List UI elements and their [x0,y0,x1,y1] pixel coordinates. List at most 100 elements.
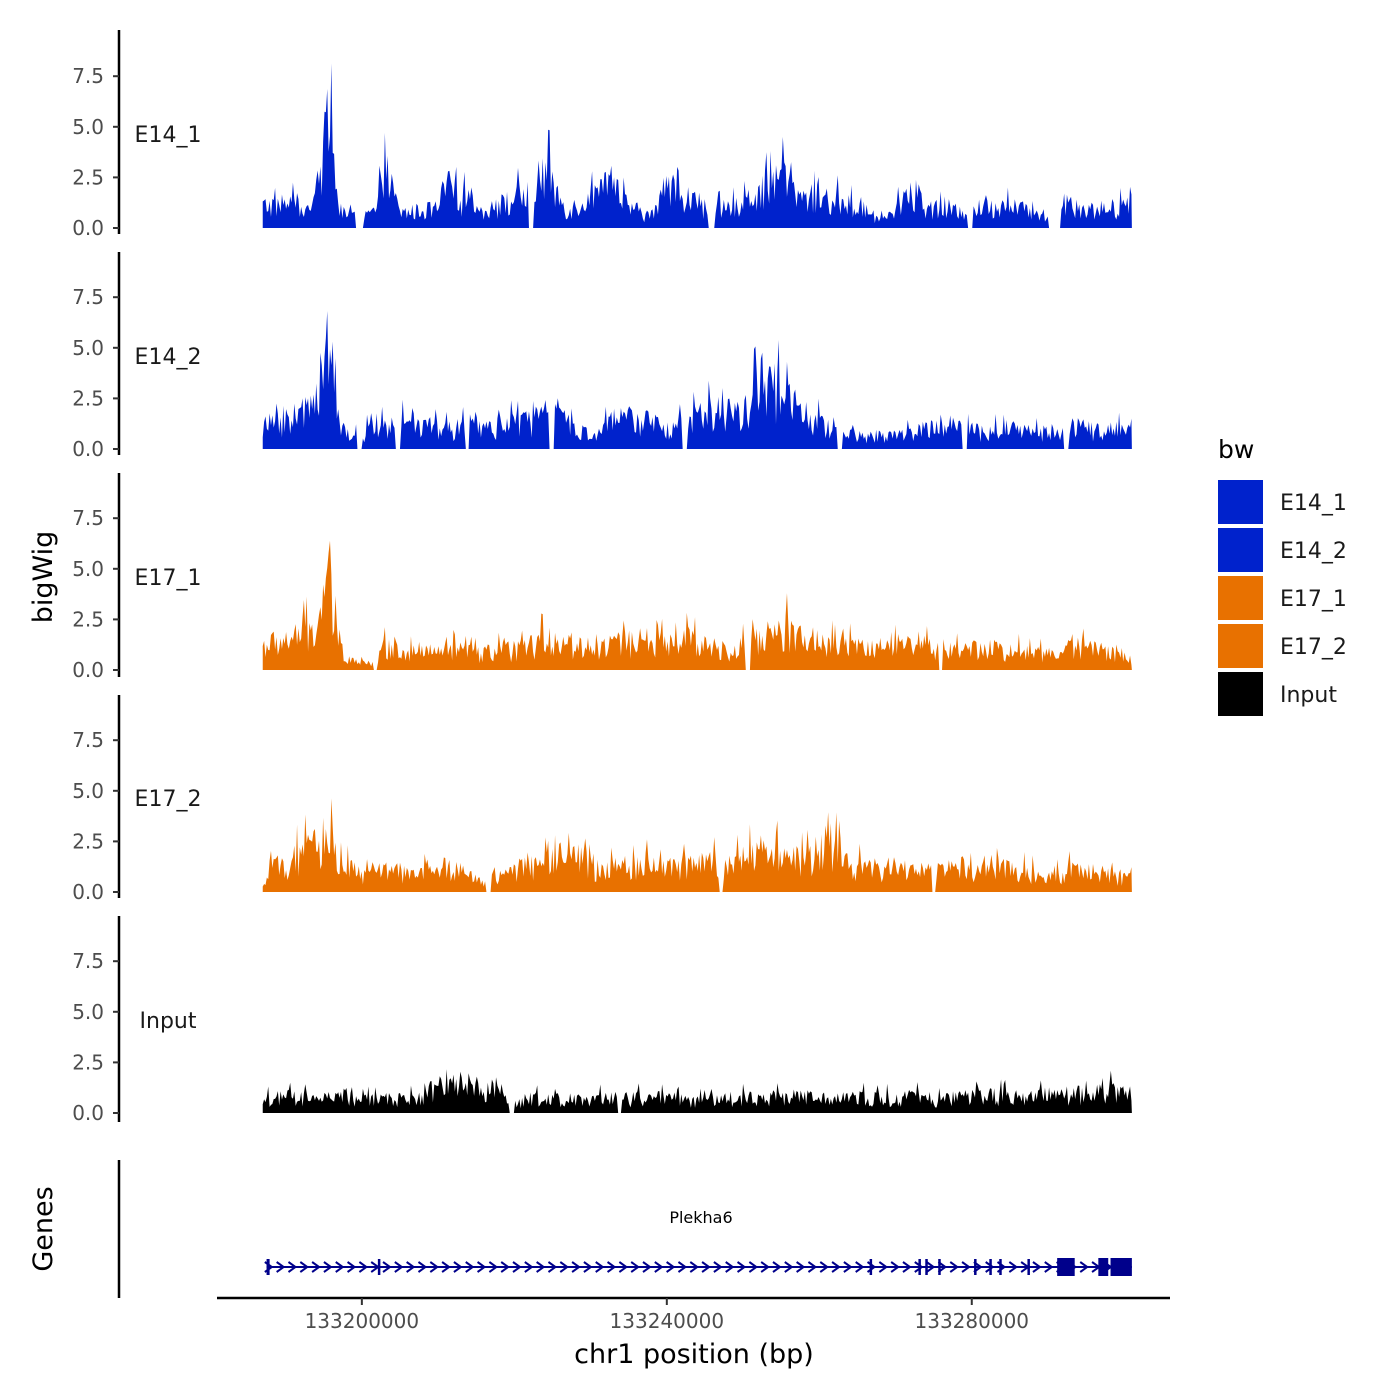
panel-e17-1: 0.0 2.5 5.0 7.5 E17_1 [72,473,1132,682]
strip-label-e14-1: E14_1 [135,123,202,148]
strand-arrow [642,1261,652,1273]
strand-arrow [536,1261,546,1273]
legend-label-e14-1: E14_1 [1280,491,1347,516]
strand-arrow [547,1261,558,1273]
legend-label-e17-1: E17_1 [1280,587,1347,612]
strand-arrow [524,1261,534,1273]
gene-exon [1057,1258,1075,1276]
strand-arrow [358,1261,369,1273]
y-tick-label: 7.5 [72,728,104,752]
strand-arrow [949,1261,959,1273]
legend-key-e17-2 [1218,624,1263,668]
y-tick-label: 7.5 [72,506,104,530]
panel-e14-1: 0.0 2.5 5.0 7.5 E14_1 [72,30,1132,240]
strand-arrow [595,1261,605,1273]
y-tick-label: 7.5 [72,64,104,88]
y-tick-label: 2.5 [72,386,104,410]
strand-arrow [417,1261,428,1273]
strand-arrow [583,1261,593,1273]
y-tick-label: 0.0 [72,880,104,904]
x-axis-title: chr1 position (bp) [574,1339,814,1370]
signal-area-input [262,1069,1132,1113]
gene-exon [925,1259,928,1275]
strand-arrow [914,1261,924,1273]
strip-label-e14-2: E14_2 [135,345,202,370]
x-tick-label: 133280000 [915,1309,1030,1333]
strand-arrow [512,1261,522,1273]
x-tick-label: 133200000 [305,1309,420,1333]
panel-e14-2: 0.0 2.5 5.0 7.5 E14_2 [72,252,1132,461]
strand-arrow [630,1261,640,1273]
gene-exon [974,1259,977,1275]
legend-key-e17-1 [1218,576,1263,620]
y-tick-label: 0.0 [72,216,104,240]
y-tick-label: 2.5 [72,607,104,631]
y-tick-label: 0.0 [72,437,104,461]
strand-arrow [937,1261,948,1273]
y-tick-label: 5.0 [72,557,104,581]
strand-arrow [276,1261,286,1273]
strand-arrow [465,1261,475,1273]
strand-arrow [701,1261,711,1273]
strand-arrow [287,1261,298,1273]
strand-arrow [311,1261,321,1273]
gene-exon [266,1259,270,1275]
signal-area-e17-2 [262,798,1132,892]
strand-arrow [855,1261,865,1273]
strand-arrow [1044,1261,1054,1273]
strand-arrow [748,1261,759,1273]
strand-arrow [725,1261,735,1273]
strand-arrow [453,1261,463,1273]
strand-arrow [299,1261,310,1273]
y-axis-title: bigWig [28,531,59,624]
gene-track: Genes Plekha6 [28,1160,1132,1298]
y-tick-label: 5.0 [72,779,104,803]
strand-arrow [618,1261,629,1273]
y-tick-label: 5.0 [72,336,104,360]
strand-arrow [559,1261,569,1273]
strand-arrow [890,1261,900,1273]
strip-label-input: Input [140,1009,197,1034]
strand-arrow [807,1261,818,1273]
strand-arrow [772,1261,782,1273]
strand-arrow [878,1261,889,1273]
strand-arrow [406,1261,416,1273]
strip-label-e17-1: E17_1 [135,566,202,591]
strand-arrow [831,1261,841,1273]
signal-area-e17-1 [262,540,1132,670]
strand-arrow [1008,1261,1019,1273]
y-tick-label: 7.5 [72,949,104,973]
strand-arrow [736,1261,747,1273]
gene-track-title: Genes [28,1186,59,1271]
gene-exon [938,1259,941,1275]
strand-arrow [394,1261,404,1273]
panel-input: 0.0 2.5 5.0 7.5 Input [72,916,1132,1125]
strand-arrow [760,1261,770,1273]
strand-arrow [713,1261,723,1273]
strand-arrow [488,1261,499,1273]
strand-arrow [441,1261,451,1273]
strand-arrow [500,1261,510,1273]
gene-label: Plekha6 [669,1208,732,1227]
legend-title: bw [1218,435,1254,464]
gene-exon [999,1259,1002,1275]
strand-arrow [985,1261,995,1273]
strand-arrow [902,1261,912,1273]
y-tick-label: 2.5 [72,829,104,853]
strand-arrow [323,1261,333,1273]
strand-arrow [689,1261,699,1273]
legend-label-input: Input [1280,683,1337,708]
legend-key-e14-1 [1218,480,1263,524]
strand-arrow [1079,1261,1089,1273]
strand-arrow [796,1261,806,1273]
y-tick-label: 0.0 [72,658,104,682]
strand-arrow [819,1261,829,1273]
x-tick-label: 133240000 [610,1309,725,1333]
y-tick-label: 2.5 [72,1050,104,1074]
strand-arrow [784,1261,794,1273]
gene-exon [1110,1258,1132,1276]
gene-exon [869,1259,873,1275]
gene-exon [989,1259,992,1275]
y-tick-label: 2.5 [72,165,104,189]
